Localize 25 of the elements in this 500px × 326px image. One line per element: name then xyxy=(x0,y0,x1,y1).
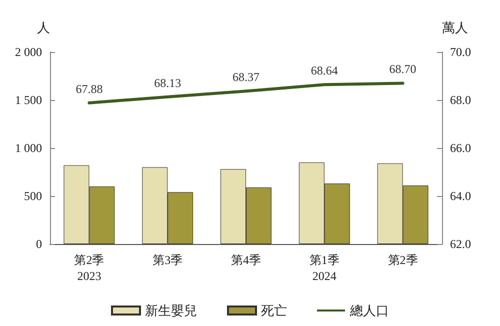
x-tick-label: 第2季 2023 xyxy=(74,253,104,283)
data-label: 67.88 xyxy=(76,82,103,96)
y-tick-label: 1 500 xyxy=(15,93,42,107)
y2-tick-label: 68.0 xyxy=(450,93,471,107)
data-label: 68.64 xyxy=(310,64,338,78)
x-tick-label: 第2季 xyxy=(388,253,418,267)
data-label: 68.37 xyxy=(232,70,260,84)
x-tick-label: 第3季 xyxy=(152,253,183,267)
legend-label: 新生嬰兒 xyxy=(145,303,197,318)
x-tick-label: 第4季 xyxy=(231,253,261,267)
y2-tick-label: 64.0 xyxy=(450,189,471,203)
data-label: 68.70 xyxy=(389,62,416,76)
legend-label: 總人口 xyxy=(349,303,389,318)
y-tick-label: 2 000 xyxy=(15,45,42,59)
y-axis-title: 人 xyxy=(37,20,50,35)
x-tick-label: 第1季 2024 xyxy=(309,253,340,283)
y2-tick-label: 62.0 xyxy=(450,237,471,251)
y-tick-label: 500 xyxy=(24,189,42,203)
y2-tick-label: 70.0 xyxy=(450,45,471,59)
y-tick-label: 0 xyxy=(36,237,42,251)
y2-tick-label: 66.0 xyxy=(450,141,471,155)
y-tick-label: 1 000 xyxy=(15,141,42,155)
legend-label: 死亡 xyxy=(261,303,287,318)
y2-axis-title: 萬人 xyxy=(442,20,468,35)
data-label: 68.13 xyxy=(154,76,182,90)
